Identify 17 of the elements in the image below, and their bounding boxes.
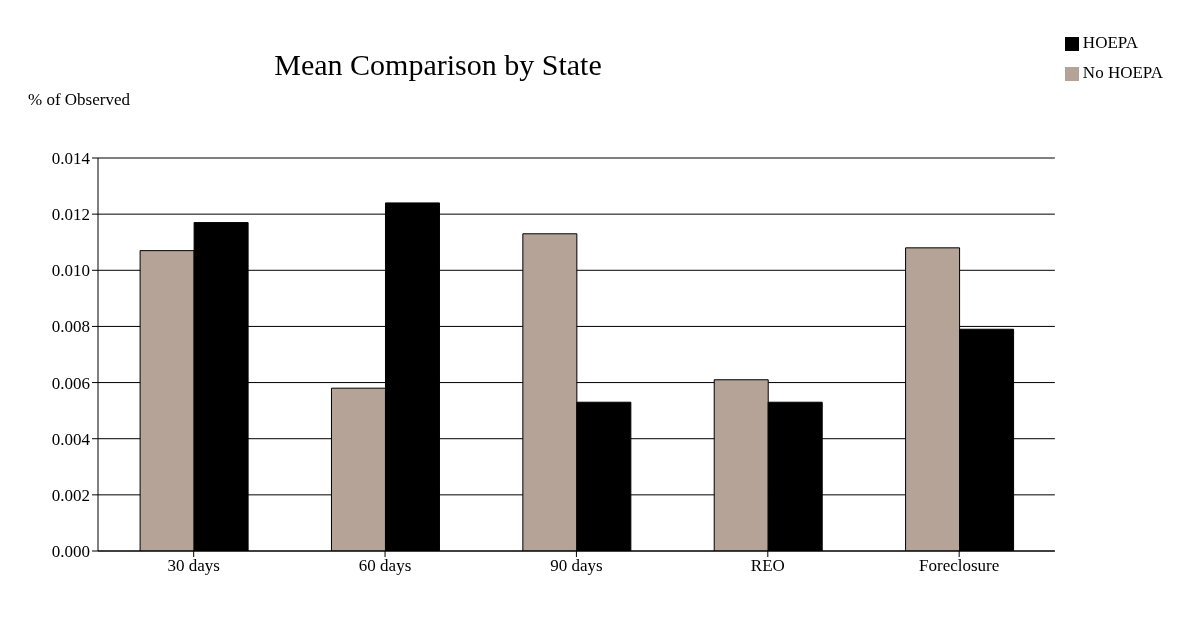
- y-tick-label: 0.014: [51, 149, 91, 169]
- y-tick-label: 0.002: [51, 485, 90, 505]
- y-tick-label: 0.008: [51, 317, 90, 337]
- y-tick-label: 0.004: [51, 429, 91, 449]
- x-tick-label: REO: [750, 556, 785, 576]
- y-tick-label: 0.010: [51, 261, 90, 281]
- y-tick-label: 0.012: [51, 205, 90, 225]
- x-tick-label: 30 days: [167, 556, 220, 576]
- x-tick-label: Foreclosure: [919, 556, 1000, 576]
- y-tick-label: 0.000: [51, 542, 90, 562]
- y-tick-label: 0.006: [51, 373, 90, 393]
- legend-label: No HOEPA: [1082, 63, 1163, 82]
- legend-label: HOEPA: [1082, 33, 1138, 52]
- y-axis-title: % of Observed: [28, 90, 130, 110]
- x-tick-label: 60 days: [358, 556, 412, 576]
- chart-title: Mean Comparison by State: [273, 48, 603, 82]
- x-tick-label: 90 days: [550, 556, 603, 576]
